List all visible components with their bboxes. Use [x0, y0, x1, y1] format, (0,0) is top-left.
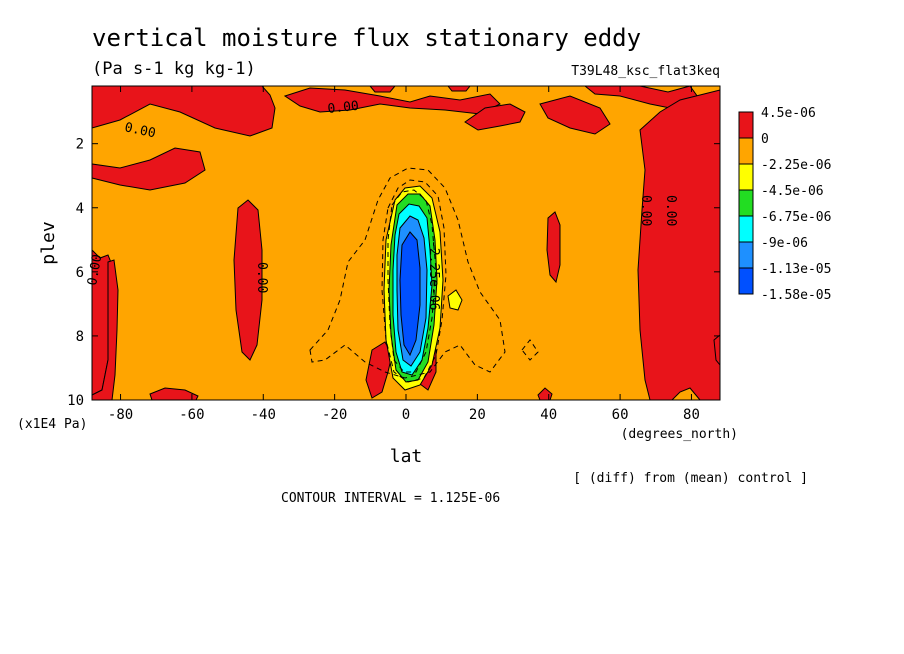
- contour-label: 0.00: [123, 120, 157, 141]
- x-axis-label: lat: [390, 446, 423, 467]
- region-mid-left-vertical: [233, 199, 263, 361]
- region-left-band: [91, 147, 206, 191]
- legend-label: -9e-06: [761, 236, 808, 251]
- contour-dashed-right-small: [521, 339, 539, 361]
- region-right-band: [637, 89, 721, 401]
- legend-swatch: [738, 267, 754, 295]
- y-tick-label: 10: [67, 393, 84, 409]
- legend-swatch: [738, 241, 754, 269]
- x-tick-label: 60: [612, 407, 629, 423]
- legend-label: -1.13e-05: [761, 262, 831, 277]
- y-tick-label: 8: [76, 329, 84, 345]
- legend-label: -2.25e-06: [761, 158, 831, 173]
- region-center-bottom: [365, 341, 393, 399]
- legend-swatch: [738, 137, 754, 165]
- plot-area: 0.00 0.00 0.00 0.00 0.00 0.00 -2.25e-06 …: [67, 85, 721, 423]
- region-yellow-blob: [447, 289, 463, 311]
- positive-regions: [91, 85, 721, 401]
- dashed-contours: [309, 167, 539, 383]
- legend-label: -4.5e-06: [761, 184, 824, 199]
- x-axis-unit: (degrees_north): [621, 427, 738, 442]
- legend-label: 0: [761, 132, 769, 147]
- legend-swatch: [738, 111, 754, 139]
- contour-label: 0.00: [254, 262, 269, 293]
- region-top-small: [368, 85, 397, 93]
- legend-swatch: [738, 215, 754, 243]
- region-right-mid-small: [546, 211, 561, 284]
- chart-title: vertical moisture flux stationary eddy: [92, 24, 641, 52]
- experiment-label: T39L48_ksc_flat3keq: [571, 64, 720, 79]
- contour-label: 0.00: [638, 195, 653, 226]
- x-tick-label: 0: [402, 407, 410, 423]
- contour-dashed-outer: [309, 167, 506, 379]
- y-axis-unit: (x1E4 Pa): [17, 417, 87, 432]
- axis-ticks: -80 -60 -40 -20 0 20 40 60 80 2 4 6 8 10: [67, 86, 720, 423]
- region-top-small-2: [446, 85, 472, 92]
- diff-note: [ (diff) from (mean) control ]: [573, 471, 808, 486]
- x-tick-label: 40: [540, 407, 557, 423]
- region-top-left: [91, 85, 276, 137]
- legend-label: -1.58e-05: [761, 288, 831, 303]
- x-tick-label: -40: [251, 407, 276, 423]
- contour-label: 0.00: [327, 99, 360, 117]
- contour-label: 0.00: [663, 195, 678, 226]
- region-top-center: [283, 87, 501, 115]
- y-tick-label: 6: [76, 265, 84, 281]
- x-tick-label: 20: [469, 407, 486, 423]
- x-tick-label: 80: [683, 407, 700, 423]
- legend-swatch: [738, 163, 754, 191]
- contour-interval: CONTOUR INTERVAL = 1.125E-06: [281, 491, 500, 506]
- chart-units: (Pa s-1 kg kg-1): [92, 59, 256, 79]
- color-legend: 4.5e-06 0 -2.25e-06 -4.5e-06 -6.75e-06 -9e-06…: [738, 106, 831, 303]
- region-top-right: [539, 95, 611, 135]
- y-axis-label: plev: [38, 221, 59, 264]
- contour-label: 0.00: [85, 253, 105, 286]
- y-tick-label: 2: [76, 137, 84, 153]
- contour-label: -2.25e-06: [426, 240, 441, 310]
- x-tick-label: -20: [322, 407, 347, 423]
- negative-tongue: [383, 185, 463, 391]
- region-top-center-right: [464, 103, 526, 131]
- legend-label: 4.5e-06: [761, 106, 816, 121]
- region-dark-blue: [399, 231, 421, 357]
- legend-label: -6.75e-06: [761, 210, 831, 225]
- y-tick-label: 4: [76, 201, 84, 217]
- x-tick-label: -80: [108, 407, 133, 423]
- contour-labels: 0.00 0.00 0.00 0.00 0.00 0.00 -2.25e-06: [85, 99, 678, 311]
- x-tick-label: -60: [179, 407, 204, 423]
- legend-swatch: [738, 189, 754, 217]
